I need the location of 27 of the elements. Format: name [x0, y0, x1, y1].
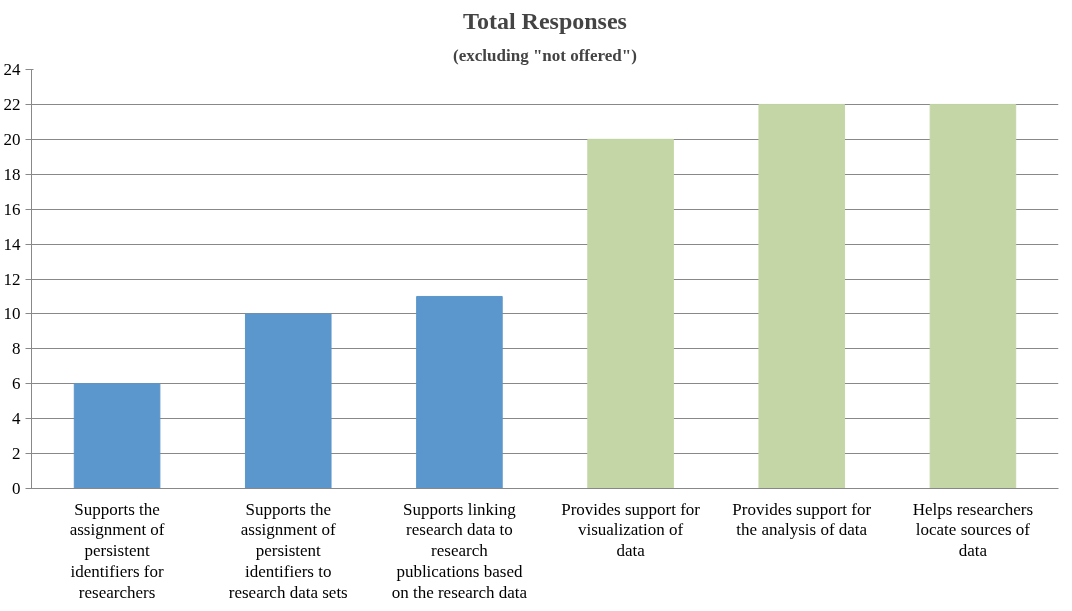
x-tick-label: Helps researchers locate sources of data: [912, 499, 1034, 561]
x-tick-label: Supports linking research data to research publications based on the research data: [391, 499, 528, 603]
y-tick-label: 18: [3, 164, 21, 184]
x-tick-label: Supports the assignment of persistent identifiers to research data sets: [228, 499, 348, 603]
y-tick-label: 8: [12, 339, 21, 359]
x-tick-label: Supports the assignment of persistent identifiers for researchers: [69, 499, 165, 603]
y-tick-label: 22: [3, 94, 21, 114]
bar: [416, 295, 503, 489]
bar: [929, 103, 1017, 489]
y-tick-label: 10: [3, 304, 21, 324]
chart-subtitle: (excluding "not offered"): [453, 45, 637, 65]
y-tick-label: 0: [12, 479, 21, 498]
x-tick-label: Provides support for the analysis of data: [732, 499, 872, 540]
y-tick-label: 12: [3, 269, 21, 289]
y-tick-label: 6: [12, 374, 21, 394]
bar: [244, 313, 332, 489]
y-tick-label: 4: [12, 409, 21, 429]
y-tick-label: 24: [3, 60, 21, 79]
chart-title: Total Responses: [463, 7, 627, 34]
bar: [758, 103, 846, 489]
y-tick-label: 20: [3, 129, 21, 149]
x-tick-label: Provides support for visualization of data: [561, 499, 701, 561]
y-tick-label: 2: [12, 444, 21, 464]
bar: [587, 138, 674, 489]
y-tick-label: 16: [3, 199, 21, 219]
y-tick-label: 14: [3, 234, 21, 254]
bar: [73, 383, 161, 489]
